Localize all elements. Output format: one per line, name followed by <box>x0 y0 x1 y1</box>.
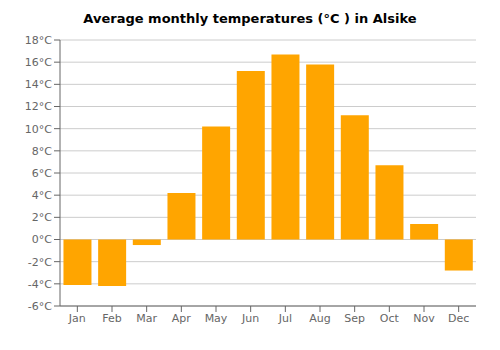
svg-text:-2°C: -2°C <box>28 256 52 269</box>
svg-text:-4°C: -4°C <box>28 278 52 291</box>
svg-text:Dec: Dec <box>448 312 469 325</box>
svg-text:Jan: Jan <box>68 312 86 325</box>
svg-text:18°C: 18°C <box>25 34 52 47</box>
html-text:Average monthly temperatures (: Average monthly temperatures (°C ) in Al… <box>83 11 417 26</box>
svg-text:10°C: 10°C <box>25 123 52 136</box>
svg-text:Aug: Aug <box>309 312 330 325</box>
svg-text:Mar: Mar <box>136 312 157 325</box>
svg-text:Sep: Sep <box>344 312 365 325</box>
svg-text:4°C: 4°C <box>32 189 52 202</box>
svg-text:Feb: Feb <box>102 312 121 325</box>
svg-text:Nov: Nov <box>413 312 435 325</box>
svg-text:Jun: Jun <box>241 312 259 325</box>
svg-text:Jul: Jul <box>278 312 292 325</box>
svg-text:-6°C: -6°C <box>28 300 52 313</box>
svg-text:6°C: 6°C <box>32 167 52 180</box>
svg-text:May: May <box>205 312 228 325</box>
svg-text:0°C: 0°C <box>32 233 52 246</box>
svg-text:12°C: 12°C <box>25 100 52 113</box>
svg-text:2°C: 2°C <box>32 211 52 224</box>
svg-text:14°C: 14°C <box>25 78 52 91</box>
svg-text:Apr: Apr <box>172 312 192 325</box>
svg-text:8°C: 8°C <box>32 145 52 158</box>
svg-text:Oct: Oct <box>380 312 400 325</box>
svg-text:16°C: 16°C <box>25 56 52 69</box>
